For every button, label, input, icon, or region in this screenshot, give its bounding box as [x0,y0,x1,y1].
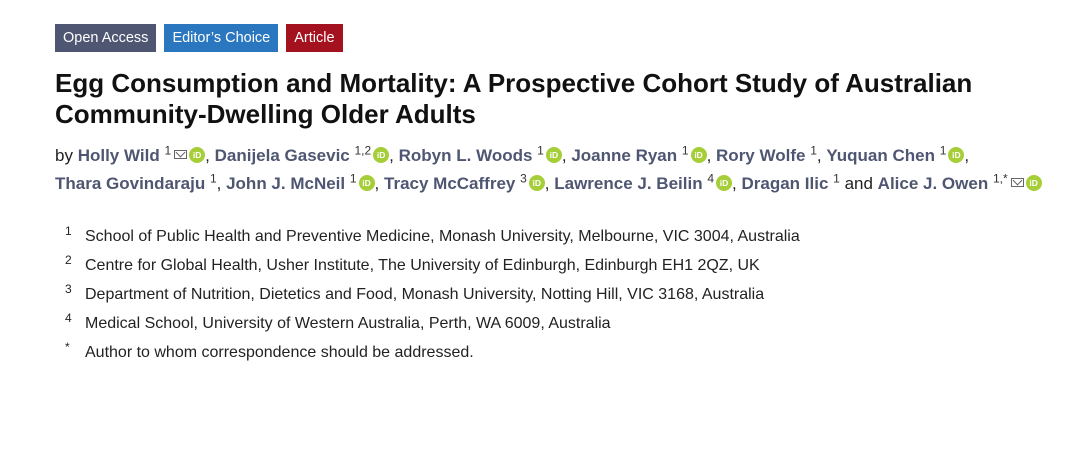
editors-choice-badge[interactable]: Editor’s Choice [164,24,279,52]
author-entry: Holly Wild 1 iD [77,143,206,165]
orcid-icon[interactable]: iD [189,147,206,163]
affiliation-text: School of Public Health and Preventive M… [85,228,800,245]
author-entry: Joanne Ryan 1 iD [571,143,707,165]
author-affiliation-marker: 1 [537,143,544,158]
author-entry: Alice J. Owen 1,* iD [877,171,1042,193]
affiliation-number: 4 [65,311,72,325]
author-list: by Holly Wild 1 iD, Danijela Gasevic 1,2 i… [55,142,1045,198]
author-entry: Robyn L. Woods 1 iD [398,143,562,165]
author-affiliation-marker: 1 [349,171,357,186]
email-icon[interactable] [1010,178,1024,187]
author-affiliation-marker: 1 [810,143,817,158]
author-entry: Rory Wolfe 1 [716,143,817,165]
author-entry: Dragan Ilic 1 [741,171,840,193]
author-entry: Lawrence J. Beilin 4 iD [554,171,733,193]
author-name-link[interactable]: Yuquan Chen [826,146,935,165]
author-name-link[interactable]: John J. McNeil [226,174,346,193]
author-affiliation-marker: 1,2 [354,143,372,158]
affiliation-text: Centre for Global Health, Usher Institut… [85,257,760,274]
orcid-icon[interactable]: iD [716,175,733,191]
author-entry: Thara Govindaraju 1 [55,171,217,193]
affiliation-number: 1 [65,224,72,238]
author-name-link[interactable]: Joanne Ryan [571,146,678,165]
author-entry: Danijela Gasevic 1,2 iD [214,143,390,165]
author-affiliation-marker: 1 [833,171,840,186]
affiliation-list: 1 School of Public Health and Preventive … [55,222,1080,367]
affiliation-item: 2 Centre for Global Health, Usher Institu… [65,251,1080,280]
affiliation-number: * [65,340,70,354]
affiliation-text: Medical School, University of Western Au… [85,315,611,332]
orcid-icon[interactable]: iD [545,147,562,163]
affiliation-item: 1 School of Public Health and Preventive … [65,222,1080,251]
author-name-link[interactable]: Robyn L. Woods [398,146,533,165]
author-name-link[interactable]: Tracy McCaffrey [384,174,516,193]
affiliation-number: 3 [65,282,72,296]
author-name-link[interactable]: Danijela Gasevic [214,146,350,165]
affiliation-item: 3 Department of Nutrition, Dietetics and … [65,280,1080,309]
email-icon[interactable] [174,150,188,159]
affiliation-item: * Author to whom correspondence should be… [65,338,1080,367]
author-name-link[interactable]: Dragan Ilic [741,174,829,193]
affiliation-item: 4 Medical School, University of Western A… [65,309,1080,338]
affiliation-number: 2 [65,253,72,267]
author-affiliation-marker: 1,* [992,171,1008,186]
author-entry: Tracy McCaffrey 3 iD [384,171,545,193]
orcid-icon[interactable]: iD [1025,175,1042,191]
author-affiliation-marker: 1 [209,171,217,186]
open-access-badge[interactable]: Open Access [55,24,157,52]
article-type-badge[interactable]: Article [286,24,343,52]
author-affiliation-marker: 1 [681,143,689,158]
affiliation-text: Author to whom correspondence should be … [85,344,474,361]
orcid-icon[interactable]: iD [690,147,707,163]
author-name-link[interactable]: Rory Wolfe [716,146,806,165]
author-affiliation-marker: 4 [707,171,715,186]
author-affiliation-marker: 1 [939,143,947,158]
by-label: by [55,146,73,165]
orcid-icon[interactable]: iD [373,147,390,163]
author-entry: Yuquan Chen 1 iD [826,143,965,165]
author-name-link[interactable]: Lawrence J. Beilin [554,174,703,193]
author-name-link[interactable]: Thara Govindaraju [55,174,206,193]
author-name-link[interactable]: Holly Wild [77,146,160,165]
orcid-icon[interactable]: iD [358,175,375,191]
author-affiliation-marker: 3 [520,171,527,186]
article-header: Open Access Editor’s Choice Article Egg … [0,0,1080,367]
and-label: and [844,174,873,193]
orcid-icon[interactable]: iD [528,175,545,191]
author-affiliation-marker: 1 [164,143,172,158]
article-title: Egg Consumption and Mortality: A Prospec… [55,68,973,129]
author-name-link[interactable]: Alice J. Owen [877,174,989,193]
orcid-icon[interactable]: iD [948,147,965,163]
badge-row: Open Access Editor’s Choice Article [55,24,1080,52]
author-entry: John J. McNeil 1 iD [226,171,375,193]
affiliation-text: Department of Nutrition, Dietetics and F… [85,286,765,303]
